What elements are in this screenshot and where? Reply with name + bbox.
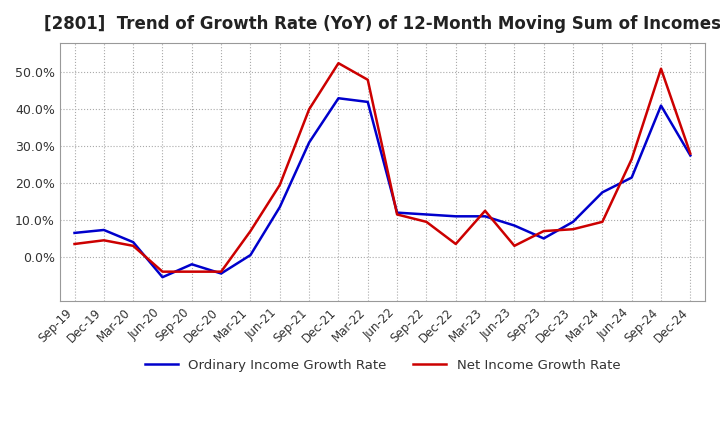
Ordinary Income Growth Rate <box>217 271 225 276</box>
Net Income Growth Rate <box>451 242 460 247</box>
Ordinary Income Growth Rate <box>539 236 548 241</box>
Line: Ordinary Income Growth Rate: Ordinary Income Growth Rate <box>75 98 690 277</box>
Net Income Growth Rate <box>627 157 636 162</box>
Net Income Growth Rate <box>276 182 284 187</box>
Net Income Growth Rate <box>187 269 196 274</box>
Ordinary Income Growth Rate <box>187 262 196 267</box>
Ordinary Income Growth Rate <box>598 190 607 195</box>
Net Income Growth Rate <box>393 212 402 217</box>
Ordinary Income Growth Rate <box>451 214 460 219</box>
Ordinary Income Growth Rate <box>510 223 518 228</box>
Ordinary Income Growth Rate <box>569 219 577 224</box>
Net Income Growth Rate <box>422 219 431 224</box>
Ordinary Income Growth Rate <box>481 214 490 219</box>
Net Income Growth Rate <box>510 243 518 249</box>
Ordinary Income Growth Rate <box>71 230 79 235</box>
Net Income Growth Rate <box>657 66 665 71</box>
Ordinary Income Growth Rate <box>305 140 313 145</box>
Net Income Growth Rate <box>158 269 167 274</box>
Net Income Growth Rate <box>598 219 607 224</box>
Ordinary Income Growth Rate <box>99 227 108 233</box>
Ordinary Income Growth Rate <box>246 253 255 258</box>
Net Income Growth Rate <box>246 228 255 234</box>
Net Income Growth Rate <box>539 228 548 234</box>
Ordinary Income Growth Rate <box>422 212 431 217</box>
Net Income Growth Rate <box>334 61 343 66</box>
Ordinary Income Growth Rate <box>334 95 343 101</box>
Net Income Growth Rate <box>481 208 490 213</box>
Legend: Ordinary Income Growth Rate, Net Income Growth Rate: Ordinary Income Growth Rate, Net Income … <box>140 354 626 377</box>
Line: Net Income Growth Rate: Net Income Growth Rate <box>75 63 690 271</box>
Ordinary Income Growth Rate <box>158 275 167 280</box>
Ordinary Income Growth Rate <box>686 153 695 158</box>
Ordinary Income Growth Rate <box>657 103 665 108</box>
Net Income Growth Rate <box>305 106 313 112</box>
Net Income Growth Rate <box>686 151 695 156</box>
Net Income Growth Rate <box>217 269 225 274</box>
Title: [2801]  Trend of Growth Rate (YoY) of 12-Month Moving Sum of Incomes: [2801] Trend of Growth Rate (YoY) of 12-… <box>44 15 720 33</box>
Ordinary Income Growth Rate <box>364 99 372 105</box>
Net Income Growth Rate <box>129 243 138 249</box>
Net Income Growth Rate <box>364 77 372 82</box>
Net Income Growth Rate <box>569 227 577 232</box>
Ordinary Income Growth Rate <box>627 175 636 180</box>
Ordinary Income Growth Rate <box>129 239 138 245</box>
Ordinary Income Growth Rate <box>393 210 402 215</box>
Ordinary Income Growth Rate <box>276 205 284 210</box>
Net Income Growth Rate <box>99 238 108 243</box>
Net Income Growth Rate <box>71 242 79 247</box>
